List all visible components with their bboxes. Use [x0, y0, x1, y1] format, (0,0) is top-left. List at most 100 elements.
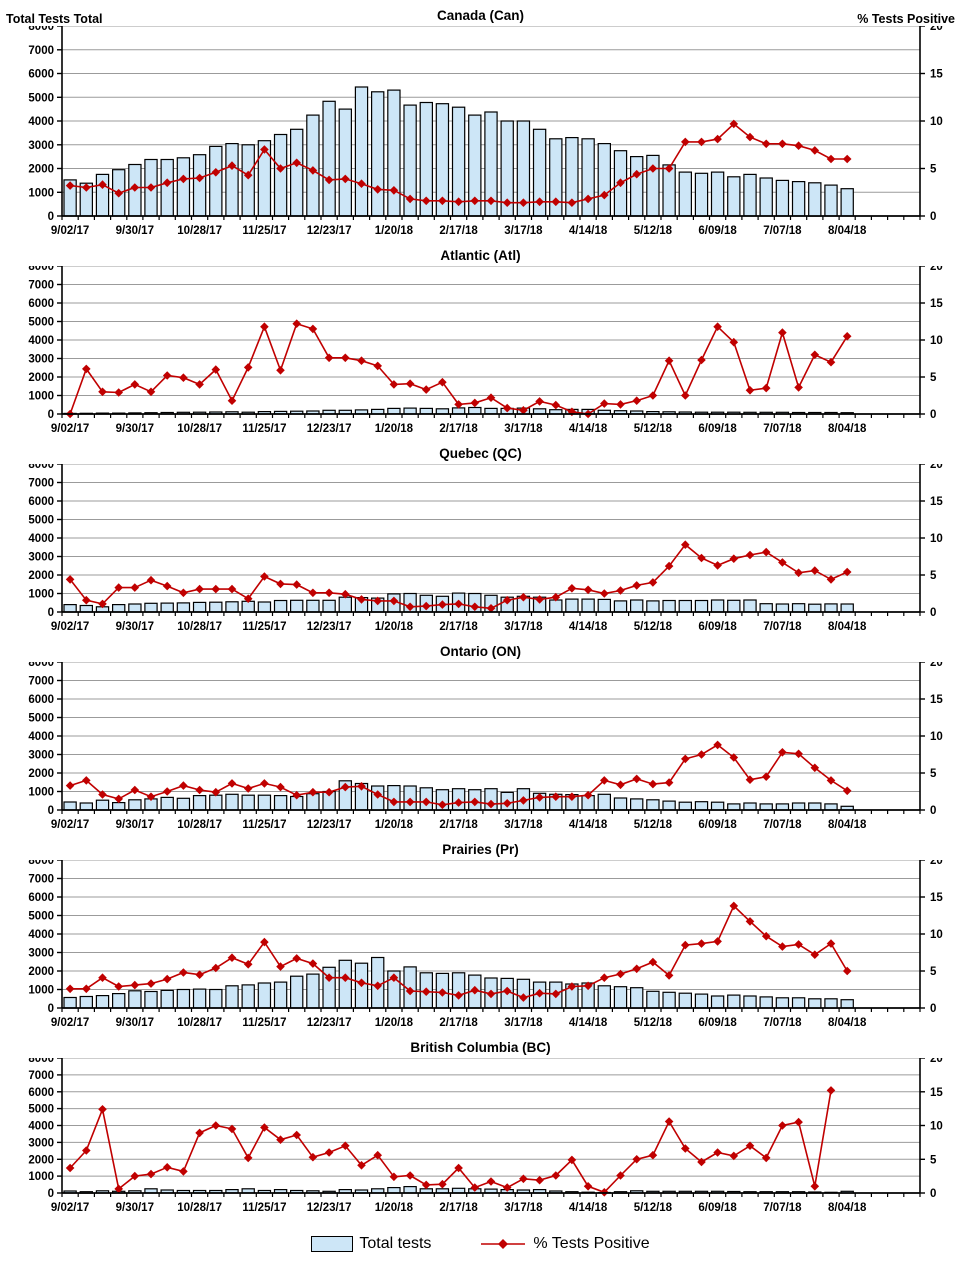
svg-text:6/09/18: 6/09/18 — [698, 1017, 737, 1029]
svg-text:11/25/17: 11/25/17 — [242, 621, 286, 633]
svg-text:10: 10 — [930, 335, 943, 347]
svg-text:8000: 8000 — [28, 1058, 54, 1065]
svg-text:11/25/17: 11/25/17 — [242, 1202, 286, 1214]
svg-text:5000: 5000 — [28, 713, 54, 725]
svg-text:6000: 6000 — [28, 694, 54, 706]
svg-text:1000: 1000 — [28, 787, 54, 799]
chart-title-canada: Canada (Can) — [436, 8, 524, 23]
svg-text:7000: 7000 — [28, 874, 54, 886]
svg-text:5000: 5000 — [28, 911, 54, 923]
svg-text:8/04/18: 8/04/18 — [828, 423, 867, 435]
chart-british-columbia-plot: 0 1000 2000 3000 4000 5000 6000 7000 8000 0 5 10 15 2… — [28, 1058, 943, 1214]
svg-text:2000: 2000 — [28, 570, 54, 582]
svg-text:8/04/18: 8/04/18 — [828, 1202, 867, 1214]
svg-text:3/17/18: 3/17/18 — [504, 819, 543, 831]
svg-text:4/14/18: 4/14/18 — [569, 1202, 608, 1214]
svg-text:4000: 4000 — [28, 533, 54, 545]
svg-text:2/17/18: 2/17/18 — [439, 225, 478, 237]
svg-text:10/28/17: 10/28/17 — [177, 423, 222, 435]
chart-title-prairies: Prairies (Pr) — [442, 842, 519, 857]
svg-text:0: 0 — [48, 1188, 54, 1200]
svg-text:10/28/17: 10/28/17 — [177, 621, 222, 633]
chart-title-quebec: Quebec (QC) — [439, 446, 522, 461]
svg-text:4000: 4000 — [28, 116, 54, 128]
svg-text:10: 10 — [930, 533, 943, 545]
svg-text:5: 5 — [930, 164, 937, 176]
svg-text:2000: 2000 — [28, 372, 54, 384]
svg-text:9/02/17: 9/02/17 — [51, 621, 89, 633]
svg-text:6000: 6000 — [28, 496, 54, 508]
svg-text:0: 0 — [930, 805, 936, 817]
svg-text:7/07/18: 7/07/18 — [763, 819, 802, 831]
svg-text:0: 0 — [930, 1003, 936, 1015]
svg-text:12/23/17: 12/23/17 — [307, 1017, 352, 1029]
svg-text:0: 0 — [930, 607, 936, 619]
svg-text:15: 15 — [930, 69, 943, 81]
svg-text:3000: 3000 — [28, 750, 54, 762]
svg-text:1/20/18: 1/20/18 — [375, 1017, 414, 1029]
svg-text:20: 20 — [930, 266, 943, 273]
svg-text:5: 5 — [930, 372, 937, 384]
svg-text:20: 20 — [930, 26, 943, 33]
svg-text:9/02/17: 9/02/17 — [51, 423, 89, 435]
svg-text:8000: 8000 — [28, 464, 54, 471]
svg-text:2000: 2000 — [28, 966, 54, 978]
svg-text:0: 0 — [930, 211, 936, 223]
svg-text:5: 5 — [930, 1154, 937, 1166]
chart-ontario: Ontario (ON) 0 1000 2000 3000 4000 5000 6000 70… — [0, 642, 961, 836]
svg-text:6/09/18: 6/09/18 — [698, 621, 737, 633]
svg-text:5000: 5000 — [28, 515, 54, 527]
chart-british-columbia: British Columbia (BC) 0 1000 2000 3000 4000 5… — [0, 1038, 961, 1219]
svg-text:4/14/18: 4/14/18 — [569, 423, 608, 435]
svg-text:10: 10 — [930, 929, 943, 941]
svg-text:10: 10 — [930, 116, 943, 128]
svg-text:15: 15 — [930, 694, 943, 706]
svg-text:2/17/18: 2/17/18 — [439, 819, 478, 831]
legend-pct-positive-label: % Tests Positive — [533, 1235, 650, 1252]
svg-text:4000: 4000 — [28, 335, 54, 347]
svg-text:6000: 6000 — [28, 298, 54, 310]
svg-text:1/20/18: 1/20/18 — [375, 621, 414, 633]
svg-text:15: 15 — [930, 496, 943, 508]
svg-text:1000: 1000 — [28, 589, 54, 601]
svg-text:2000: 2000 — [28, 1154, 54, 1166]
svg-text:7000: 7000 — [28, 280, 54, 292]
chart-canada-plot: 0 1000 2000 3000 4000 5000 6000 7000 8000 0 5 10 15 2… — [28, 26, 943, 237]
svg-text:2000: 2000 — [28, 164, 54, 176]
svg-text:20: 20 — [930, 662, 943, 669]
svg-text:8000: 8000 — [28, 860, 54, 867]
svg-text:9/30/17: 9/30/17 — [116, 819, 154, 831]
svg-text:9/30/17: 9/30/17 — [116, 621, 154, 633]
svg-text:20: 20 — [930, 860, 943, 867]
svg-text:7000: 7000 — [28, 1070, 54, 1082]
svg-text:0: 0 — [930, 409, 936, 421]
line-diamond-swatch-icon — [481, 1239, 526, 1249]
svg-text:2000: 2000 — [28, 768, 54, 780]
svg-text:5/12/18: 5/12/18 — [634, 225, 673, 237]
svg-text:8/04/18: 8/04/18 — [828, 1017, 867, 1029]
svg-text:7000: 7000 — [28, 45, 54, 57]
svg-text:12/23/17: 12/23/17 — [307, 225, 352, 237]
svg-text:10: 10 — [930, 731, 943, 743]
svg-text:5/12/18: 5/12/18 — [634, 1202, 673, 1214]
svg-text:1000: 1000 — [28, 391, 54, 403]
svg-text:5/12/18: 5/12/18 — [634, 423, 673, 435]
svg-text:4/14/18: 4/14/18 — [569, 621, 608, 633]
svg-text:0: 0 — [48, 211, 54, 223]
chart-title-british-columbia: British Columbia (BC) — [410, 1040, 551, 1055]
svg-text:5000: 5000 — [28, 1104, 54, 1116]
svg-text:4000: 4000 — [28, 1121, 54, 1133]
svg-text:8000: 8000 — [28, 26, 54, 33]
svg-text:6/09/18: 6/09/18 — [698, 819, 737, 831]
svg-text:9/02/17: 9/02/17 — [51, 1017, 89, 1029]
svg-text:6000: 6000 — [28, 892, 54, 904]
svg-text:10/28/17: 10/28/17 — [177, 225, 222, 237]
svg-text:3/17/18: 3/17/18 — [504, 1202, 543, 1214]
svg-text:11/25/17: 11/25/17 — [242, 819, 286, 831]
svg-text:3/17/18: 3/17/18 — [504, 423, 543, 435]
svg-text:7000: 7000 — [28, 478, 54, 490]
svg-text:1000: 1000 — [28, 187, 54, 199]
chart-canada-header: Total Tests Total Canada (Can) % Tests P… — [0, 4, 961, 26]
svg-text:9/30/17: 9/30/17 — [116, 1017, 154, 1029]
svg-text:3/17/18: 3/17/18 — [504, 1017, 543, 1029]
